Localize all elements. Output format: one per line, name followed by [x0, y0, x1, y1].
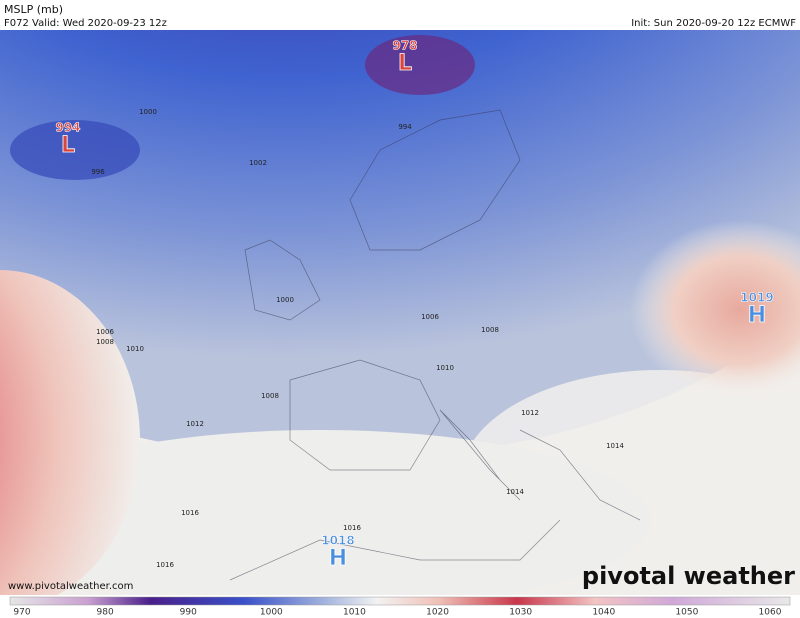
isobar-label: 1010	[436, 364, 454, 372]
center-letter: H	[748, 303, 766, 328]
center-value: 1018	[321, 534, 354, 548]
isobar-label: 1012	[521, 409, 539, 417]
coastlines	[229, 109, 641, 581]
low-pressure-area	[0, 0, 800, 460]
colorbar-tick-label: 1010	[343, 608, 366, 618]
dynamic-layer: 1000 996 1002 1000 1006 1008 1010 1008 1006 1008 1…	[13, 38, 782, 618]
center-letter: L	[398, 51, 412, 76]
isobar-label: 994	[398, 123, 412, 131]
isobar-label: 1008	[261, 392, 279, 400]
isobar-label: 1000	[276, 296, 294, 304]
colorbar-tick-label: 1060	[759, 608, 782, 618]
isobar-label: 996	[91, 168, 105, 176]
isobar-label: 1008	[481, 326, 499, 334]
center-value: 994	[55, 121, 80, 135]
isobar-label: 1006	[96, 328, 114, 336]
center-letter: L	[61, 133, 75, 158]
low-pressure-west	[10, 120, 140, 180]
colorbar-tick-label: 1050	[675, 608, 698, 618]
watermark: www.pivotalweather.com	[8, 581, 133, 592]
colorbar-tick-label: 1000	[260, 608, 283, 618]
colorbar-tick-label: 1030	[509, 608, 532, 618]
isobar-label: 1006	[421, 313, 439, 321]
colorbar-tick-label: 1040	[592, 608, 615, 618]
isobar-label: 1016	[181, 509, 199, 517]
colorbar-tick-label: 970	[13, 608, 30, 618]
init-time: Init: Sun 2020-09-20 12z ECMWF	[631, 18, 796, 29]
title: MSLP (mb)	[4, 3, 63, 16]
isobar-label: 1002	[249, 159, 267, 167]
isobar-label: 1000	[139, 108, 157, 116]
isobar-label: 1012	[186, 420, 204, 428]
isobar-label: 1014	[506, 488, 524, 496]
logo: pivotal weather	[582, 562, 795, 590]
high-pressure-east	[630, 220, 800, 400]
isobar-label: 1010	[126, 345, 144, 353]
colorbar-tick-label: 1020	[426, 608, 449, 618]
center-letter: H	[329, 546, 347, 571]
south-area	[0, 430, 650, 610]
header-band-top	[0, 0, 800, 14]
colorbar-tick-label: 980	[97, 608, 114, 618]
high-pressure-west	[0, 270, 140, 610]
isobar-label: 1014	[606, 442, 624, 450]
isobar-label: 1016	[156, 561, 174, 569]
isobar-label: 1016	[343, 524, 361, 532]
colorbar	[9, 596, 791, 606]
isobar-label: 1008	[96, 338, 114, 346]
center-value: 1019	[740, 291, 773, 305]
center-value: 978	[392, 39, 417, 53]
low-pressure-north	[365, 35, 475, 95]
colorbar-tick-label: 990	[180, 608, 197, 618]
valid-time: F072 Valid: Wed 2020-09-23 12z	[4, 18, 167, 29]
